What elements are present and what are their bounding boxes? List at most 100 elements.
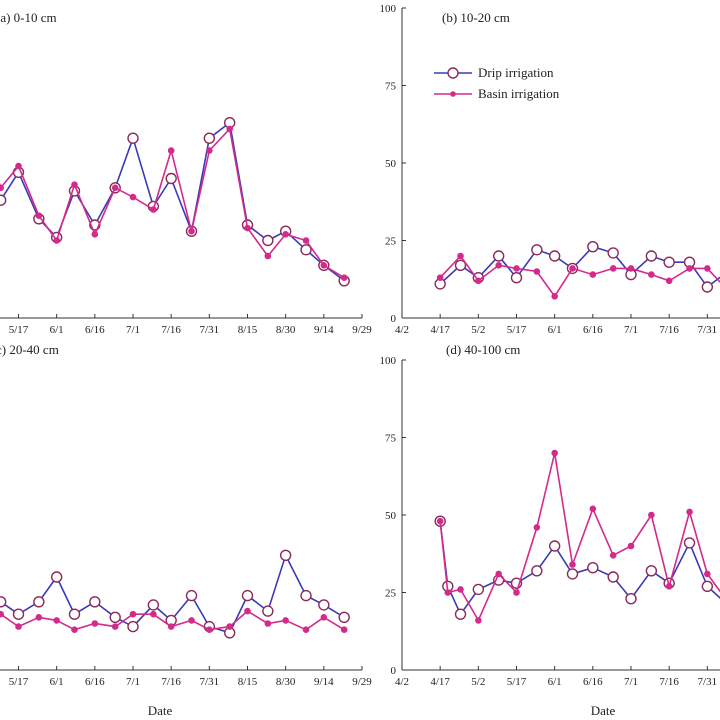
basin-point	[91, 231, 99, 238]
x-tick-label: 8/15	[238, 676, 258, 688]
basin-point	[244, 224, 251, 232]
basin-point	[686, 508, 693, 516]
drip-point	[50, 571, 63, 583]
basin-point	[495, 570, 502, 578]
basin-point	[0, 184, 4, 192]
drip-point	[548, 540, 561, 552]
x-tick-label: 5/17	[9, 324, 29, 336]
panel-label: c) 20-40 cm	[0, 342, 59, 357]
basin-point	[0, 610, 4, 618]
basin-point	[53, 617, 60, 624]
drip-point	[701, 580, 714, 592]
x-tick-label: 6/1	[50, 324, 64, 336]
x-tick-label: 8/30	[276, 676, 296, 688]
basin-point	[495, 262, 502, 269]
drip-point	[89, 596, 101, 608]
x-tick-label: 6/16	[85, 676, 105, 688]
basin-point	[188, 617, 195, 624]
x-tick-label: 6/1	[548, 676, 562, 688]
x-tick-label: 8/15	[238, 324, 258, 336]
y-tick-label: 75	[385, 81, 397, 93]
basin-point	[226, 125, 233, 133]
y-tick-label: 100	[380, 355, 397, 367]
drip-point	[645, 565, 658, 577]
drip-point	[454, 608, 467, 620]
x-axis-title: Date	[591, 703, 616, 718]
x-tick-label: 6/16	[583, 676, 603, 688]
drip-point	[12, 608, 25, 620]
panel-label: (a) 0-10 cm	[0, 10, 57, 25]
drip-point	[279, 549, 292, 561]
drip-series-line	[0, 121, 345, 282]
y-tick-label: 0	[391, 313, 397, 325]
basin-point	[589, 271, 597, 278]
drip-point	[472, 583, 485, 596]
y-tick-label: 100	[380, 3, 397, 15]
x-tick-label: 7/1	[624, 676, 638, 688]
basin-point	[150, 206, 157, 213]
x-tick-label: 4/2	[395, 676, 409, 688]
drip-series-line	[0, 553, 345, 634]
x-tick-label: 9/14	[314, 324, 334, 336]
x-tick-label: 5/17	[507, 676, 527, 688]
y-tick-label: 50	[385, 510, 397, 522]
x-tick-label: 6/1	[548, 324, 562, 336]
basin-point	[627, 542, 635, 550]
y-tick-label: 0	[391, 665, 397, 677]
basin-point	[15, 162, 22, 170]
basin-point	[111, 623, 119, 630]
drip-series-line	[439, 521, 720, 616]
drip-point	[0, 596, 7, 608]
legend-entry: Drip irrigation	[478, 65, 554, 80]
x-tick-label: 4/2	[395, 324, 409, 336]
x-tick-label: 7/1	[126, 676, 140, 688]
basin-point	[686, 265, 693, 272]
x-tick-label: 4/17	[430, 324, 450, 336]
basin-point	[129, 610, 137, 618]
basin-point	[457, 586, 464, 593]
x-tick-label: 4/17	[430, 676, 450, 688]
panel-label: (d) 40-100 cm	[446, 342, 520, 357]
x-tick-label: 8/30	[276, 324, 296, 336]
basin-point	[340, 274, 348, 282]
x-tick-label: 7/16	[659, 676, 679, 688]
basin-point	[704, 265, 711, 272]
basin-point	[282, 617, 289, 624]
basin-point	[244, 607, 251, 615]
basin-point	[150, 610, 157, 618]
basin-point	[302, 626, 310, 634]
basin-point	[513, 265, 520, 272]
basin-point	[609, 265, 617, 272]
legend-marker	[450, 91, 456, 97]
drip-point	[607, 247, 619, 259]
drip-point	[548, 250, 561, 262]
y-tick-label: 50	[385, 158, 397, 170]
basin-point	[91, 620, 99, 627]
drip-point	[0, 194, 7, 206]
basin-point	[551, 293, 558, 300]
basin-point	[71, 626, 78, 634]
x-tick-label: 5/17	[507, 324, 527, 336]
x-tick-label: 6/16	[583, 324, 603, 336]
x-tick-label: 7/1	[624, 324, 638, 336]
basin-point	[569, 265, 576, 272]
drip-point	[531, 244, 543, 256]
basin-point	[704, 570, 711, 578]
drip-point	[109, 611, 121, 623]
basin-point	[302, 237, 310, 244]
basin-point	[475, 617, 482, 624]
x-axis-title: Date	[148, 703, 173, 718]
drip-point	[701, 281, 714, 293]
x-tick-label: 7/16	[161, 324, 181, 336]
basin-point	[320, 614, 328, 621]
basin-point	[444, 589, 452, 596]
x-tick-label: 7/31	[200, 676, 220, 688]
basin-point	[569, 561, 576, 568]
x-tick-label: 5/2	[471, 324, 485, 336]
x-tick-label: 7/31	[200, 324, 220, 336]
basin-point	[264, 252, 272, 260]
basin-point	[282, 231, 289, 238]
basin-point	[35, 212, 43, 219]
basin-point	[436, 274, 444, 282]
drip-point	[262, 605, 274, 617]
